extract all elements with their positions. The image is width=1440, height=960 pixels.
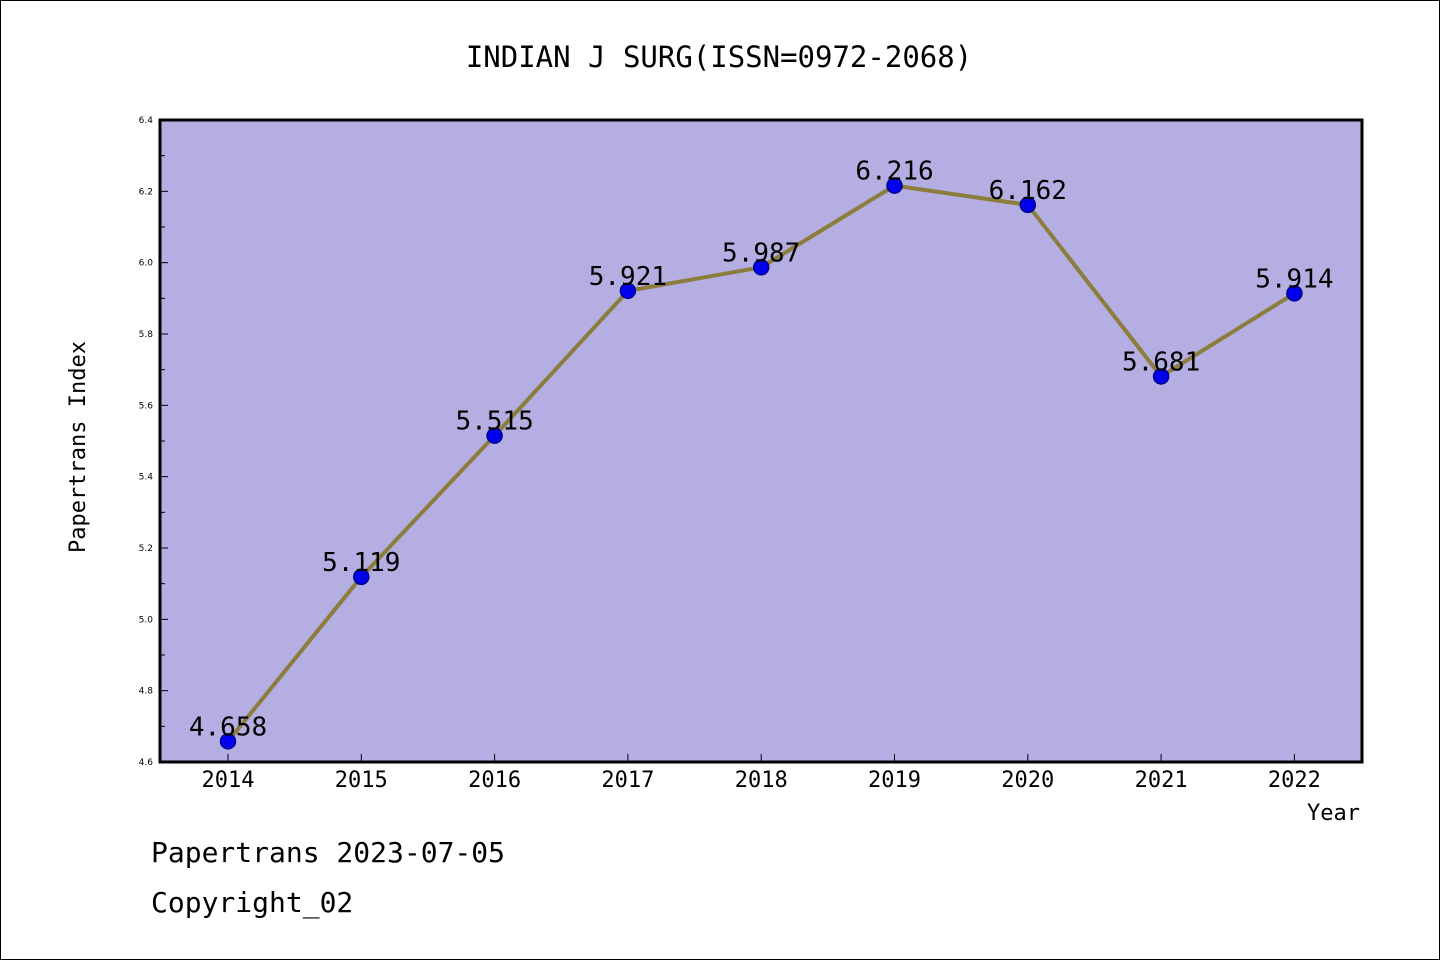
- y-tick-label-4.6: 4.6: [139, 758, 154, 768]
- data-point-2017: [619, 282, 637, 300]
- data-label-2014: 4.658: [189, 712, 267, 742]
- data-label-2016: 5.515: [455, 407, 533, 437]
- x-tick-label-2022: 2022: [1268, 768, 1321, 793]
- x-tick-label-2021: 2021: [1135, 768, 1188, 793]
- data-point-2016: [486, 427, 503, 444]
- data-labels: 4.658 5.119 5.515 5.921 5.987 6.216 6.162 5.681…: [189, 157, 1334, 743]
- data-point-2018: [752, 259, 770, 276]
- data-label-2019: 6.216: [855, 157, 933, 187]
- plot-area: [158, 118, 1364, 764]
- footer-date: Papertrans 2023-07-05: [151, 836, 506, 869]
- data-label-2015: 5.119: [322, 548, 400, 578]
- data-label-2018: 5.987: [722, 238, 800, 268]
- x-tick-label-2019: 2019: [868, 768, 921, 793]
- y-tick-label-5.2: 5.2: [139, 544, 153, 554]
- y-tick-label-5.0: 5.0: [139, 615, 154, 625]
- y-axis-title: Papertrans Index: [66, 341, 91, 553]
- y-tick-label-6.0: 6.0: [139, 259, 154, 269]
- data-point-2022: [1286, 285, 1303, 302]
- chart-title: INDIAN J SURG(ISSN=0972-2068): [466, 40, 972, 74]
- y-tick-label-5.4: 5.4: [139, 473, 154, 483]
- y-tick-label-4.8: 4.8: [139, 687, 154, 697]
- y-tick-label-6.4: 6.4: [139, 116, 154, 126]
- data-point-2014: [219, 733, 237, 750]
- y-tick-label-6.2: 6.2: [139, 187, 153, 197]
- y-tick-label-5.8: 5.8: [139, 330, 154, 340]
- x-tick-label-2017: 2017: [601, 768, 654, 793]
- data-label-2022: 5.914: [1255, 264, 1333, 294]
- x-tick-label-2020: 2020: [1001, 768, 1054, 793]
- series-markers: [219, 177, 1303, 750]
- data-point-2021: [1152, 368, 1170, 385]
- y-axis: 4.6 4.8 5.0 5.2 5.4 5.6 5.8 6.0 6.2 6.4: [139, 116, 168, 768]
- x-axis-title: Year: [1307, 801, 1360, 826]
- footer-copyright: Copyright_02: [151, 886, 354, 919]
- y-tick-label-5.6: 5.6: [139, 401, 154, 411]
- data-label-2021: 5.681: [1122, 347, 1200, 377]
- x-tick-label-2015: 2015: [335, 768, 388, 793]
- data-label-2020: 6.162: [989, 176, 1067, 206]
- x-tick-label-2016: 2016: [468, 768, 521, 793]
- x-tick-label-2014: 2014: [202, 768, 255, 793]
- data-point-2015: [353, 568, 370, 586]
- x-axis: 2014 2015 2016 2017 2018 2019 2020 2021 2022: [202, 754, 1321, 793]
- data-label-2017: 5.921: [589, 262, 667, 292]
- x-tick-label-2018: 2018: [735, 768, 788, 793]
- data-point-2019: [886, 177, 903, 194]
- data-point-2020: [1019, 196, 1037, 214]
